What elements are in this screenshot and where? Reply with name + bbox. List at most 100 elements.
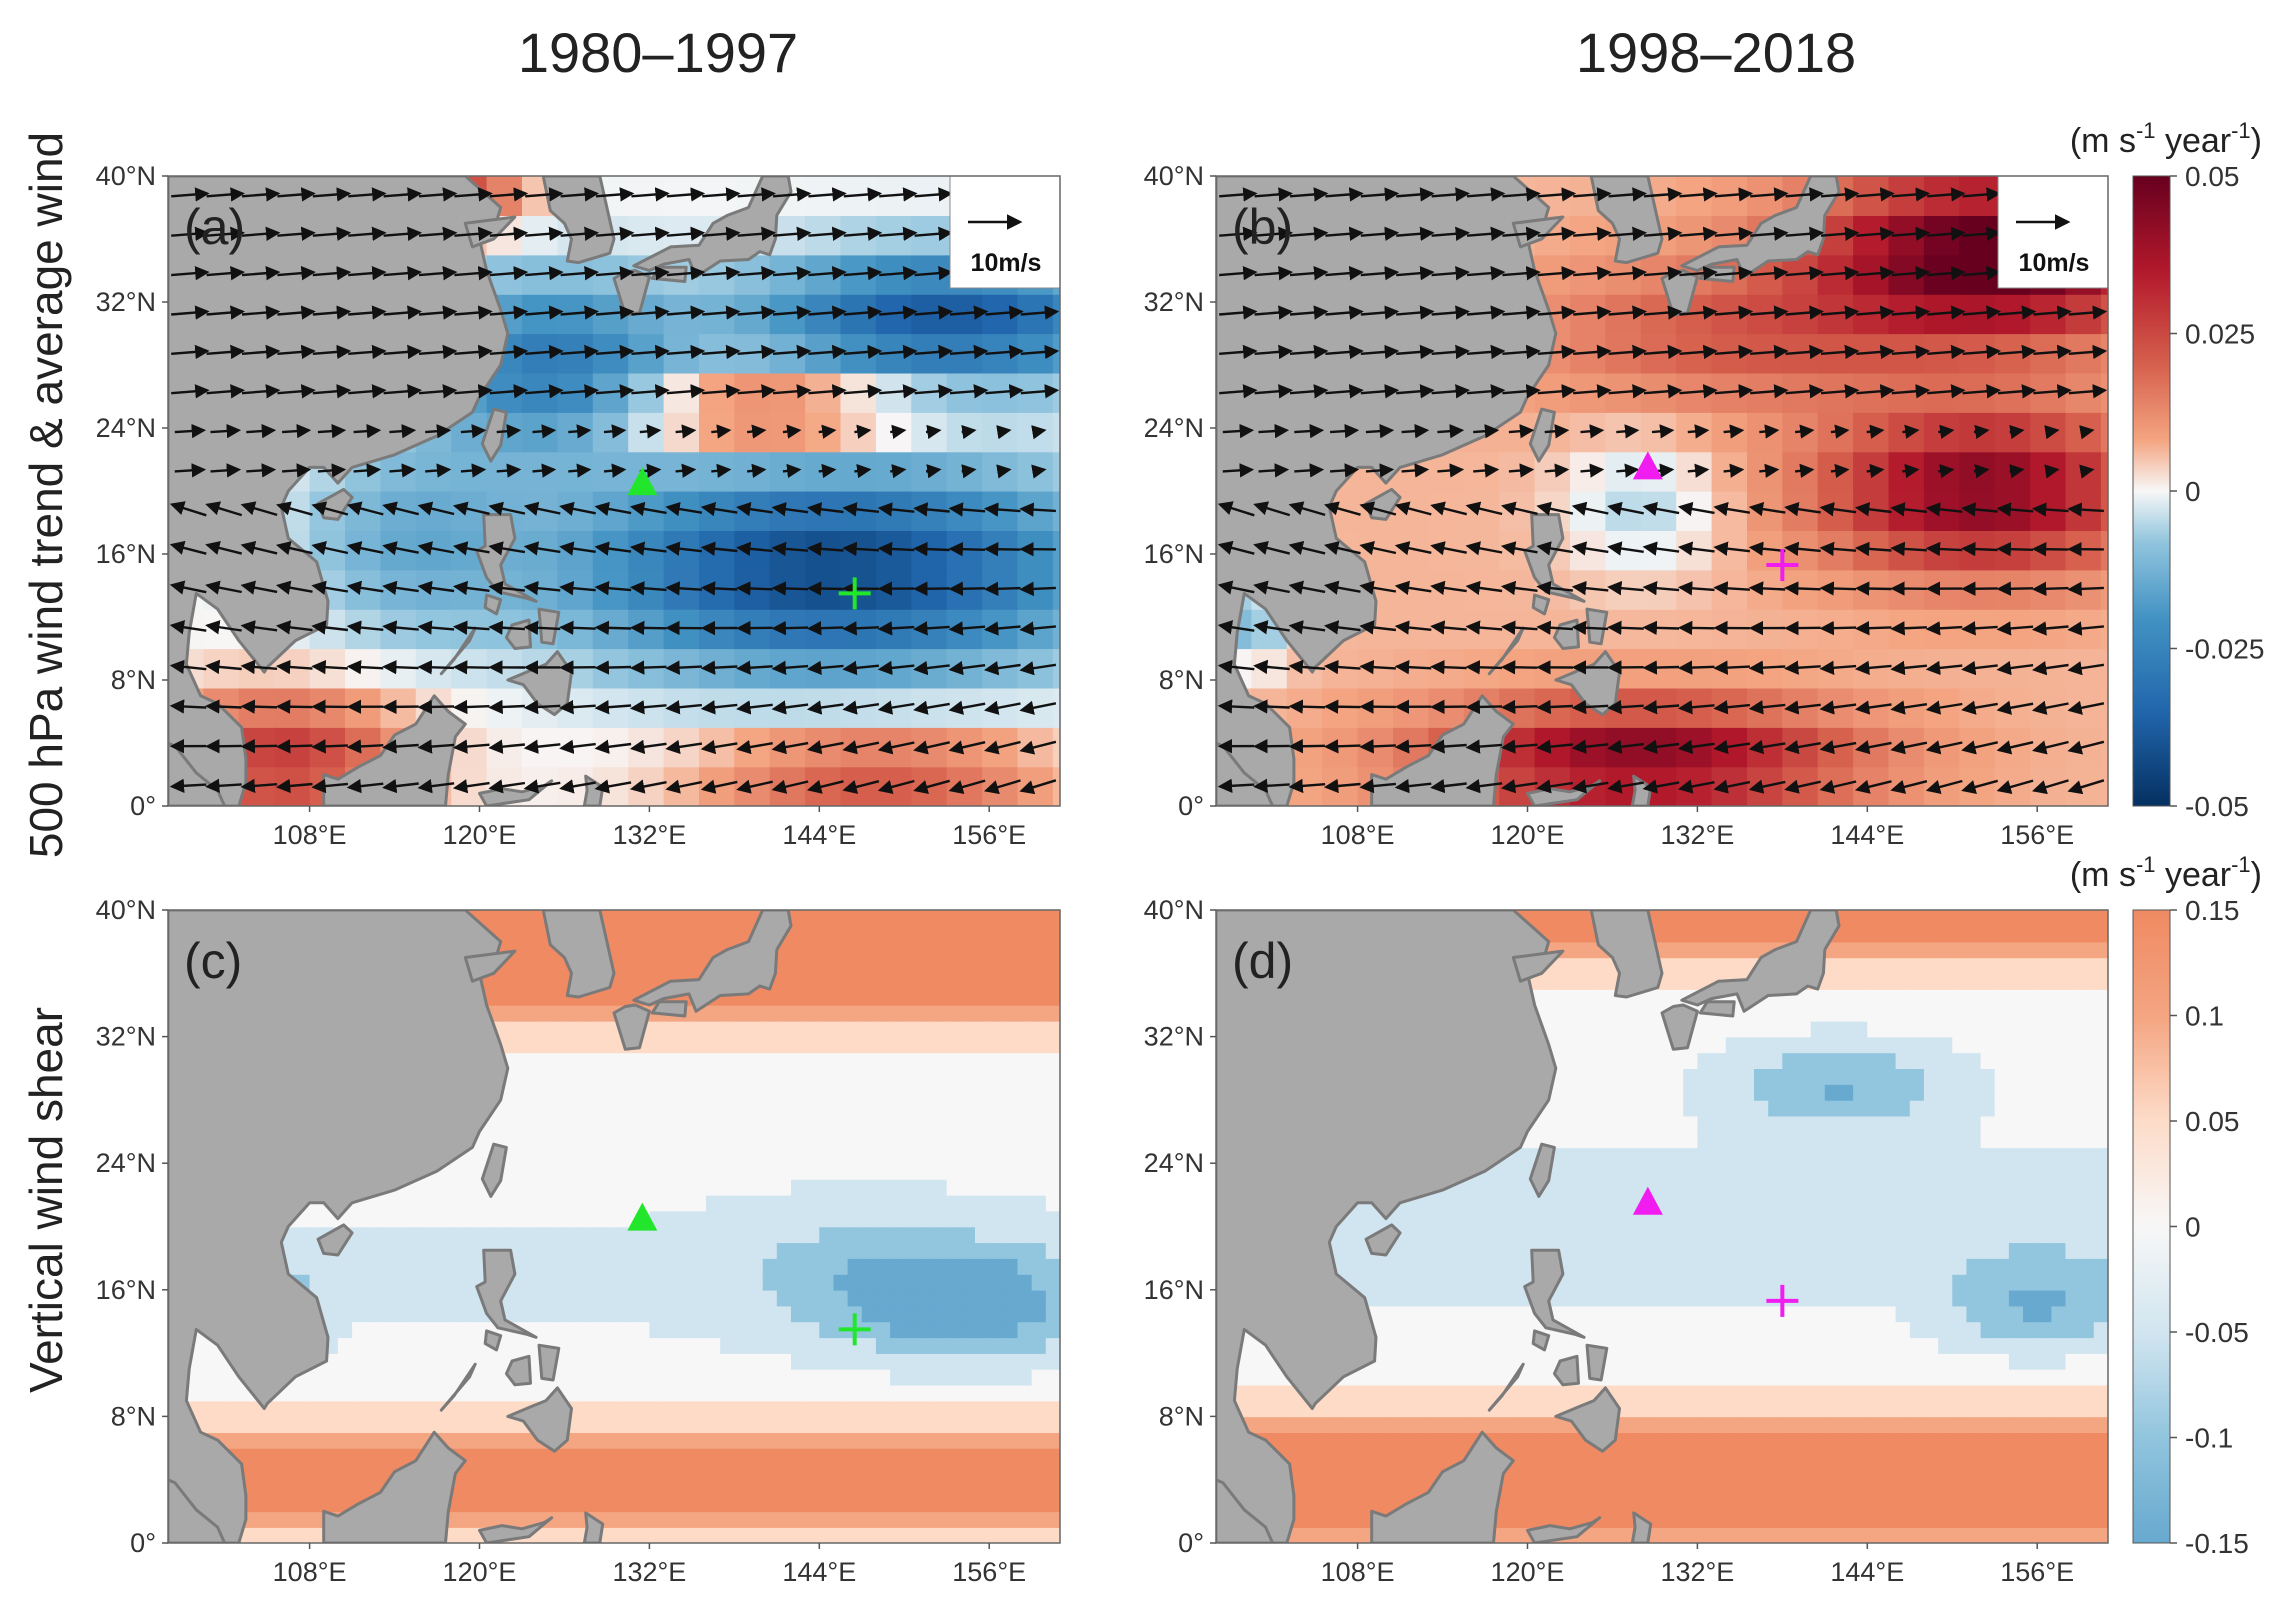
wind-arrow <box>594 501 632 516</box>
contour-cell <box>550 1511 566 1528</box>
contour-cell <box>890 1226 906 1244</box>
contour-cell <box>847 1289 863 1307</box>
contour-cell <box>663 1084 679 1101</box>
contour-cell <box>1031 1432 1047 1449</box>
contour-cell <box>635 973 651 990</box>
contour-cell <box>805 1179 821 1196</box>
contour-cell <box>1003 1289 1019 1307</box>
contour-cell <box>592 1258 608 1275</box>
land-mass <box>537 607 561 646</box>
contour-cell <box>507 973 523 990</box>
contour-cell <box>465 1416 481 1433</box>
contour-cell <box>890 1115 906 1133</box>
contour-cell <box>890 1005 906 1022</box>
contour-cell <box>550 1005 566 1022</box>
contour-cell <box>663 1068 679 1085</box>
contour-cell <box>621 1115 637 1133</box>
contour-cell <box>762 1226 778 1244</box>
contour-cell <box>833 1527 849 1543</box>
contour-cell <box>1017 1289 1033 1307</box>
wind-arrow <box>595 305 635 320</box>
wind-arrow <box>948 541 986 557</box>
contour-cell <box>663 1179 679 1196</box>
contour-cell <box>493 1416 509 1433</box>
contour-cell <box>493 1210 509 1228</box>
contour-cell <box>1017 1068 1033 1085</box>
contour-cell <box>762 1527 778 1543</box>
contour-cell <box>1301 1432 1316 1449</box>
y-tick-label: 0° <box>1178 791 1204 821</box>
contour-cell <box>1343 1448 1359 1465</box>
contour-cell <box>366 1321 382 1339</box>
contour-cell <box>1003 925 1019 943</box>
contour-cell <box>734 1337 750 1354</box>
contour-cell <box>536 1179 552 1196</box>
contour-cell <box>621 973 637 990</box>
contour-cell <box>1031 1147 1047 1164</box>
contour-cell <box>819 1448 835 1465</box>
wind-arrow <box>949 384 989 399</box>
contour-cell <box>210 1384 226 1402</box>
wind-arrow <box>1890 621 1927 636</box>
wind-arrow <box>711 424 732 439</box>
contour-cell <box>805 1005 821 1022</box>
contour-cell <box>337 1368 353 1386</box>
contour-cell <box>1045 1400 1060 1418</box>
contour-cell <box>663 1448 679 1465</box>
contour-cell <box>621 1384 637 1402</box>
contour-cell <box>819 1337 835 1354</box>
contour-cell <box>1343 1400 1359 1418</box>
wind-arrow <box>488 541 526 556</box>
contour-cell <box>1017 910 1033 927</box>
contour-cell <box>833 957 849 975</box>
contour-cell <box>776 1511 792 1528</box>
contour-cell <box>1017 1115 1033 1133</box>
contour-cell <box>564 1337 580 1354</box>
contour-cell <box>592 1099 608 1117</box>
contour-cell <box>578 1400 594 1418</box>
contour-cell <box>380 1416 396 1433</box>
contour-cell <box>635 1289 651 1307</box>
contour-cell <box>1017 1084 1033 1101</box>
contour-cell <box>706 1131 721 1149</box>
contour-cell <box>748 1384 764 1402</box>
contour-cell <box>1003 1274 1019 1291</box>
contour-cell <box>1385 1448 1401 1465</box>
wind-arrow <box>560 384 599 399</box>
contour-cell <box>975 1353 990 1370</box>
contour-cell <box>819 1305 835 1323</box>
contour-cell <box>762 1131 778 1149</box>
contour-cell <box>522 1163 537 1180</box>
contour-cell <box>989 1384 1005 1402</box>
contour-cell <box>918 925 934 943</box>
contour-cell <box>805 1289 821 1307</box>
contour-cell <box>550 1068 566 1085</box>
contour-cell <box>989 1511 1005 1528</box>
wind-arrow <box>382 580 419 596</box>
contour-cell <box>677 1210 693 1228</box>
wind-arrow <box>948 740 986 755</box>
contour-cell <box>805 1479 821 1497</box>
contour-cell <box>847 1400 863 1418</box>
wind-arrow <box>489 305 529 320</box>
contour-cell <box>1031 1527 1047 1543</box>
contour-cell <box>833 1068 849 1085</box>
contour-cell <box>451 1210 467 1228</box>
contour-cell <box>1031 1084 1047 1101</box>
contour-cell <box>451 1400 467 1418</box>
contour-cell <box>677 1131 693 1149</box>
grid-cell <box>1052 687 1060 728</box>
contour-cell <box>875 1084 891 1101</box>
contour-cell <box>748 1527 764 1543</box>
contour-cell <box>295 1416 311 1433</box>
column-title-left: 1980–1997 <box>518 21 798 84</box>
contour-cell <box>352 1479 368 1497</box>
contour-cell <box>380 1258 396 1275</box>
contour-cell <box>932 957 948 975</box>
contour-cell <box>550 973 566 990</box>
x-tick-label: 132°E <box>612 820 686 850</box>
contour-cell <box>691 1305 707 1323</box>
contour-cell <box>507 1131 523 1149</box>
wind-arrow <box>311 620 349 635</box>
x-tick-label: 132°E <box>1660 820 1734 850</box>
